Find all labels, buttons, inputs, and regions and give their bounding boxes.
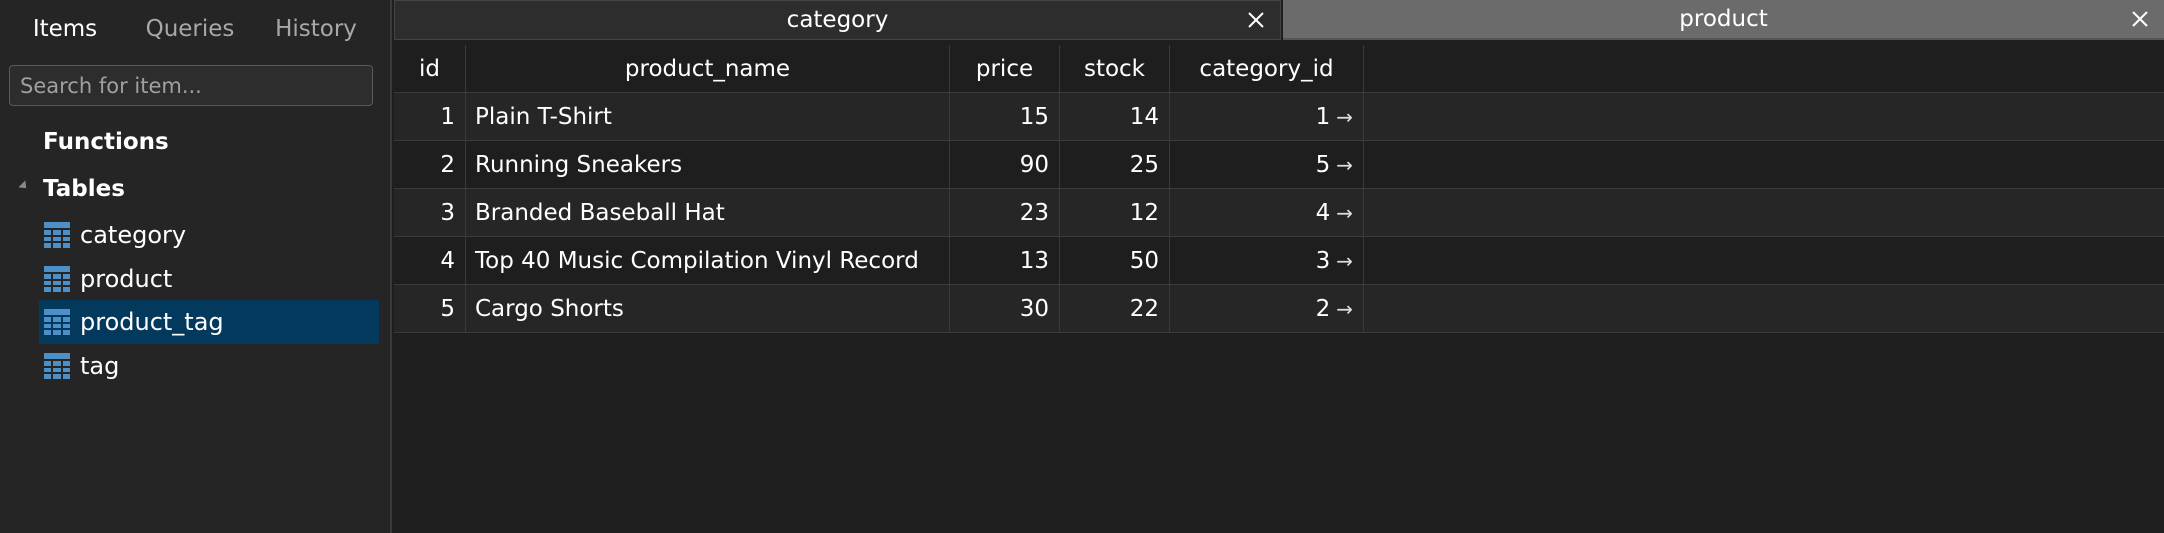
sidebar-item-label: category	[80, 221, 187, 249]
cell-price[interactable]: 30	[950, 285, 1060, 333]
cell-category-id[interactable]: 1 →	[1170, 93, 1364, 141]
table-icon	[44, 266, 70, 292]
sidebar-item-category[interactable]: category	[39, 213, 379, 257]
table-row[interactable]: 3 Branded Baseball Hat 23 12 4 →	[394, 189, 2164, 237]
cell-price[interactable]: 15	[950, 93, 1060, 141]
fk-value: 5	[1315, 151, 1331, 178]
table-row[interactable]: 2 Running Sneakers 90 25 5 →	[394, 141, 2164, 189]
sidebar-tabs: Items Queries History	[0, 0, 392, 62]
cell-id[interactable]: 3	[394, 189, 466, 237]
cell-stock[interactable]: 14	[1060, 93, 1170, 141]
cell-category-id[interactable]: 5 →	[1170, 141, 1364, 189]
table-row[interactable]: 5 Cargo Shorts 30 22 2 →	[394, 285, 2164, 333]
cell-id[interactable]: 5	[394, 285, 466, 333]
grid-header-row: id product_name price stock category_id	[394, 45, 2164, 93]
foreign-key-arrow-icon[interactable]: →	[1336, 200, 1353, 225]
column-header-stock[interactable]: stock	[1060, 45, 1170, 93]
cell-price[interactable]: 90	[950, 141, 1060, 189]
close-icon[interactable]	[1246, 10, 1266, 30]
foreign-key-arrow-icon[interactable]: →	[1336, 248, 1353, 273]
fk-value: 3	[1315, 247, 1331, 274]
cell-stock[interactable]: 50	[1060, 237, 1170, 285]
cell-id[interactable]: 1	[394, 93, 466, 141]
cell-stock[interactable]: 12	[1060, 189, 1170, 237]
close-icon[interactable]	[2130, 9, 2150, 29]
tab-label: product	[1679, 6, 1768, 32]
cell-product-name[interactable]: Top 40 Music Compilation Vinyl Record	[466, 237, 950, 285]
cell-stock[interactable]: 22	[1060, 285, 1170, 333]
column-header-product-name[interactable]: product_name	[466, 45, 950, 93]
editor-tabbar: category product	[394, 0, 2164, 43]
fk-value: 1	[1315, 103, 1331, 130]
sidebar-item-label: product	[80, 265, 173, 293]
cell-product-name[interactable]: Cargo Shorts	[466, 285, 950, 333]
cell-product-name[interactable]: Branded Baseball Hat	[466, 189, 950, 237]
cell-price[interactable]: 13	[950, 237, 1060, 285]
column-header-category-id[interactable]: category_id	[1170, 45, 1364, 93]
sidebar: Items Queries History Functions Tables c…	[0, 0, 392, 533]
tables-expander-icon[interactable]	[18, 180, 30, 192]
sidebar-item-product-tag[interactable]: product_tag	[39, 300, 379, 344]
foreign-key-arrow-icon[interactable]: →	[1336, 296, 1353, 321]
foreign-key-arrow-icon[interactable]: →	[1336, 152, 1353, 177]
fk-value: 2	[1315, 295, 1331, 322]
table-icon	[44, 309, 70, 335]
tab-items[interactable]: Items	[32, 16, 98, 42]
table-icon	[44, 353, 70, 379]
cell-category-id[interactable]: 4 →	[1170, 189, 1364, 237]
cell-product-name[interactable]: Plain T-Shirt	[466, 93, 950, 141]
cell-id[interactable]: 4	[394, 237, 466, 285]
cell-id[interactable]: 2	[394, 141, 466, 189]
cell-product-name[interactable]: Running Sneakers	[466, 141, 950, 189]
table-row[interactable]: 1 Plain T-Shirt 15 14 1 →	[394, 93, 2164, 141]
tab-category[interactable]: category	[394, 0, 1281, 40]
sidebar-item-tag[interactable]: tag	[39, 344, 379, 388]
tab-history[interactable]: History	[275, 16, 357, 42]
sidebar-item-label: tag	[80, 352, 120, 380]
tab-label: category	[786, 7, 889, 33]
foreign-key-arrow-icon[interactable]: →	[1336, 104, 1353, 129]
functions-section[interactable]: Functions	[43, 129, 169, 155]
sidebar-item-product[interactable]: product	[39, 257, 379, 301]
cell-category-id[interactable]: 3 →	[1170, 237, 1364, 285]
cell-category-id[interactable]: 2 →	[1170, 285, 1364, 333]
column-header-id[interactable]: id	[394, 45, 466, 93]
table-row[interactable]: 4 Top 40 Music Compilation Vinyl Record …	[394, 237, 2164, 285]
tables-section[interactable]: Tables	[43, 176, 125, 202]
tab-queries[interactable]: Queries	[145, 16, 235, 42]
cell-stock[interactable]: 25	[1060, 141, 1170, 189]
column-header-price[interactable]: price	[950, 45, 1060, 93]
sidebar-item-label: product_tag	[80, 308, 224, 336]
table-icon	[44, 222, 70, 248]
tab-product[interactable]: product	[1283, 0, 2164, 40]
search-input[interactable]	[9, 65, 373, 106]
cell-price[interactable]: 23	[950, 189, 1060, 237]
fk-value: 4	[1315, 199, 1331, 226]
